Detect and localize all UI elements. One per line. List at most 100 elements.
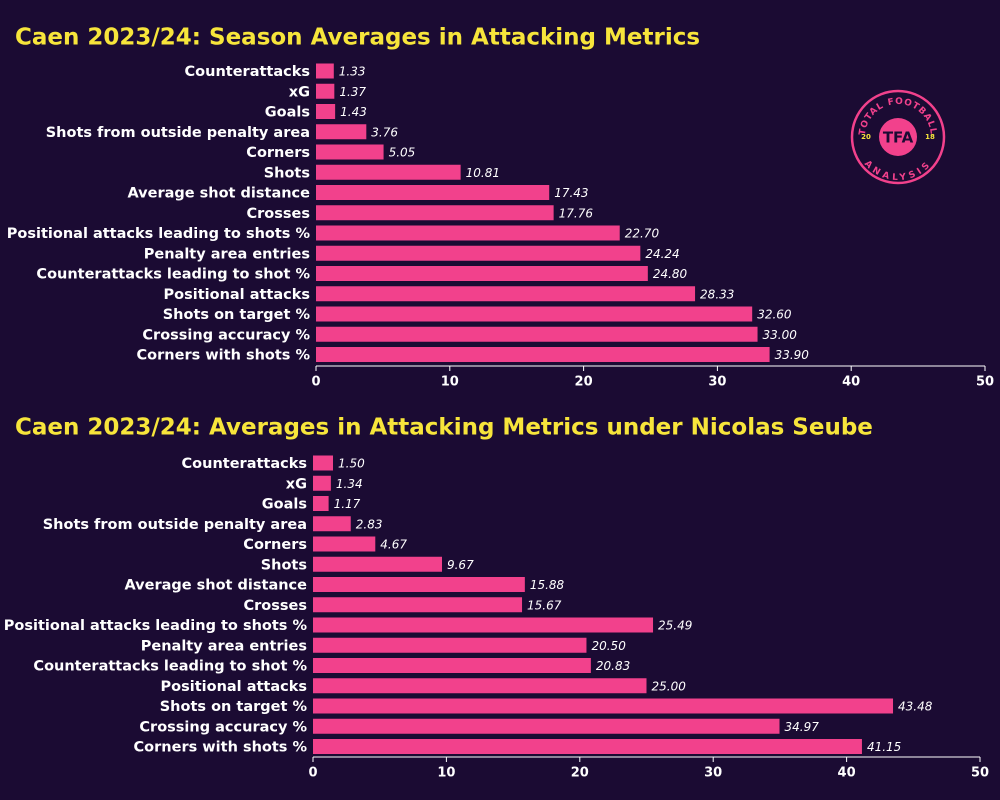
logo-ring: [850, 89, 946, 185]
bar: [316, 124, 367, 140]
bar: [313, 496, 329, 511]
bar: [316, 185, 550, 200]
bar: [316, 225, 620, 241]
bar: [316, 83, 335, 99]
chart-title: Caen 2023/24: Season Averages in Attacki…: [15, 25, 700, 51]
value-label: 24.24: [645, 247, 679, 261]
value-label: 41.15: [867, 740, 901, 754]
value-label: 24.80: [653, 267, 688, 281]
value-label: 3.76: [371, 125, 398, 139]
value-label: 4.67: [380, 538, 407, 552]
y-tick-label: Average shot distance: [127, 186, 310, 202]
value-label: 17.76: [559, 206, 594, 220]
y-tick-label: Goals: [262, 497, 307, 513]
chart-title: Caen 2023/24: Averages in Attacking Metr…: [15, 415, 873, 441]
y-tick-label: xG: [289, 84, 310, 100]
value-label: 43.48: [898, 700, 933, 714]
bar: [313, 536, 376, 552]
logo-bottom: ANALYSIS: [862, 159, 933, 183]
x-tick-label: 0: [308, 766, 317, 781]
y-tick-label: Shots on target %: [163, 307, 311, 323]
x-tick-label: 10: [441, 375, 459, 390]
value-label: 33.90: [775, 348, 810, 362]
bar: [313, 455, 334, 471]
y-tick-label: Crosses: [244, 598, 307, 614]
y-tick-label: Corners: [246, 145, 310, 161]
y-tick-label: Crossing accuracy %: [142, 327, 310, 343]
y-tick-label: Counterattacks: [185, 64, 310, 80]
value-label: 1.43: [340, 105, 367, 119]
bar: [313, 678, 647, 694]
y-tick-label: Shots: [264, 165, 310, 181]
y-tick-label: Positional attacks: [161, 679, 307, 695]
value-label: 17.43: [554, 186, 588, 200]
value-label: 1.50: [338, 457, 365, 471]
value-label: 10.81: [466, 166, 500, 180]
x-tick-label: 20: [571, 766, 589, 781]
bar: [316, 205, 554, 221]
value-label: 25.49: [658, 619, 692, 633]
bar: [316, 266, 648, 281]
x-tick-label: 40: [842, 375, 860, 390]
x-tick-label: 30: [708, 375, 726, 390]
y-tick-label: Corners with shots %: [137, 348, 311, 364]
value-label: 15.67: [527, 598, 562, 612]
x-tick-label: 10: [437, 766, 455, 781]
value-label: 9.67: [447, 558, 474, 572]
value-label: 34.97: [784, 720, 819, 734]
bar: [316, 286, 696, 302]
value-label: 15.88: [530, 578, 565, 592]
value-label: 20.83: [596, 659, 630, 673]
y-tick-label: Corners: [243, 537, 307, 553]
y-tick-label: Goals: [265, 105, 310, 121]
y-tick-label: Shots: [261, 557, 307, 573]
logo-left: 20: [861, 133, 871, 141]
bar: [313, 475, 331, 491]
value-label: 2.83: [356, 517, 383, 531]
y-tick-label: Counterattacks: [182, 456, 307, 472]
bar: [313, 718, 780, 734]
value-label: 33.00: [763, 328, 798, 342]
bar: [313, 637, 587, 653]
value-label: 1.34: [336, 477, 363, 491]
y-tick-label: Counterattacks leading to shot %: [36, 267, 310, 283]
y-tick-label: Crosses: [247, 206, 310, 222]
value-label: 20.50: [591, 639, 626, 653]
y-tick-label: Shots on target %: [160, 699, 308, 715]
bar: [316, 104, 336, 119]
y-tick-label: Crossing accuracy %: [139, 719, 307, 735]
x-tick-label: 20: [575, 375, 593, 390]
value-label: 28.33: [700, 287, 734, 301]
bar: [313, 597, 523, 613]
bar: [316, 326, 758, 342]
bar: [316, 144, 384, 160]
value-label: 25.00: [652, 679, 687, 693]
bar: [313, 516, 351, 532]
bar: [316, 245, 641, 261]
bar: [313, 698, 894, 714]
bar: [313, 577, 525, 592]
bar: [316, 164, 461, 180]
y-tick-label: Corners with shots %: [134, 740, 308, 756]
y-tick-label: Penalty area entries: [141, 638, 307, 654]
bar: [313, 658, 591, 673]
logo-right: 18: [925, 133, 935, 141]
x-tick-label: 40: [838, 766, 856, 781]
y-tick-label: xG: [286, 476, 307, 492]
x-tick-label: 50: [976, 375, 994, 390]
value-label: 22.70: [625, 227, 660, 241]
value-label: 32.60: [757, 308, 792, 322]
bar: [316, 63, 334, 79]
logo-bottom-text: ANALYSIS: [862, 159, 930, 183]
logo: TOTAL FOOTBALL ANALYSIS TFA 20 18: [850, 89, 946, 185]
value-label: 1.37: [339, 85, 366, 99]
x-tick-label: 0: [311, 375, 320, 390]
bar: [316, 306, 753, 322]
y-tick-label: Average shot distance: [124, 578, 307, 594]
value-label: 5.05: [389, 146, 416, 160]
bar: [313, 617, 654, 633]
y-tick-label: Penalty area entries: [144, 246, 310, 262]
y-tick-label: Counterattacks leading to shot %: [33, 659, 307, 675]
bar: [313, 739, 862, 754]
